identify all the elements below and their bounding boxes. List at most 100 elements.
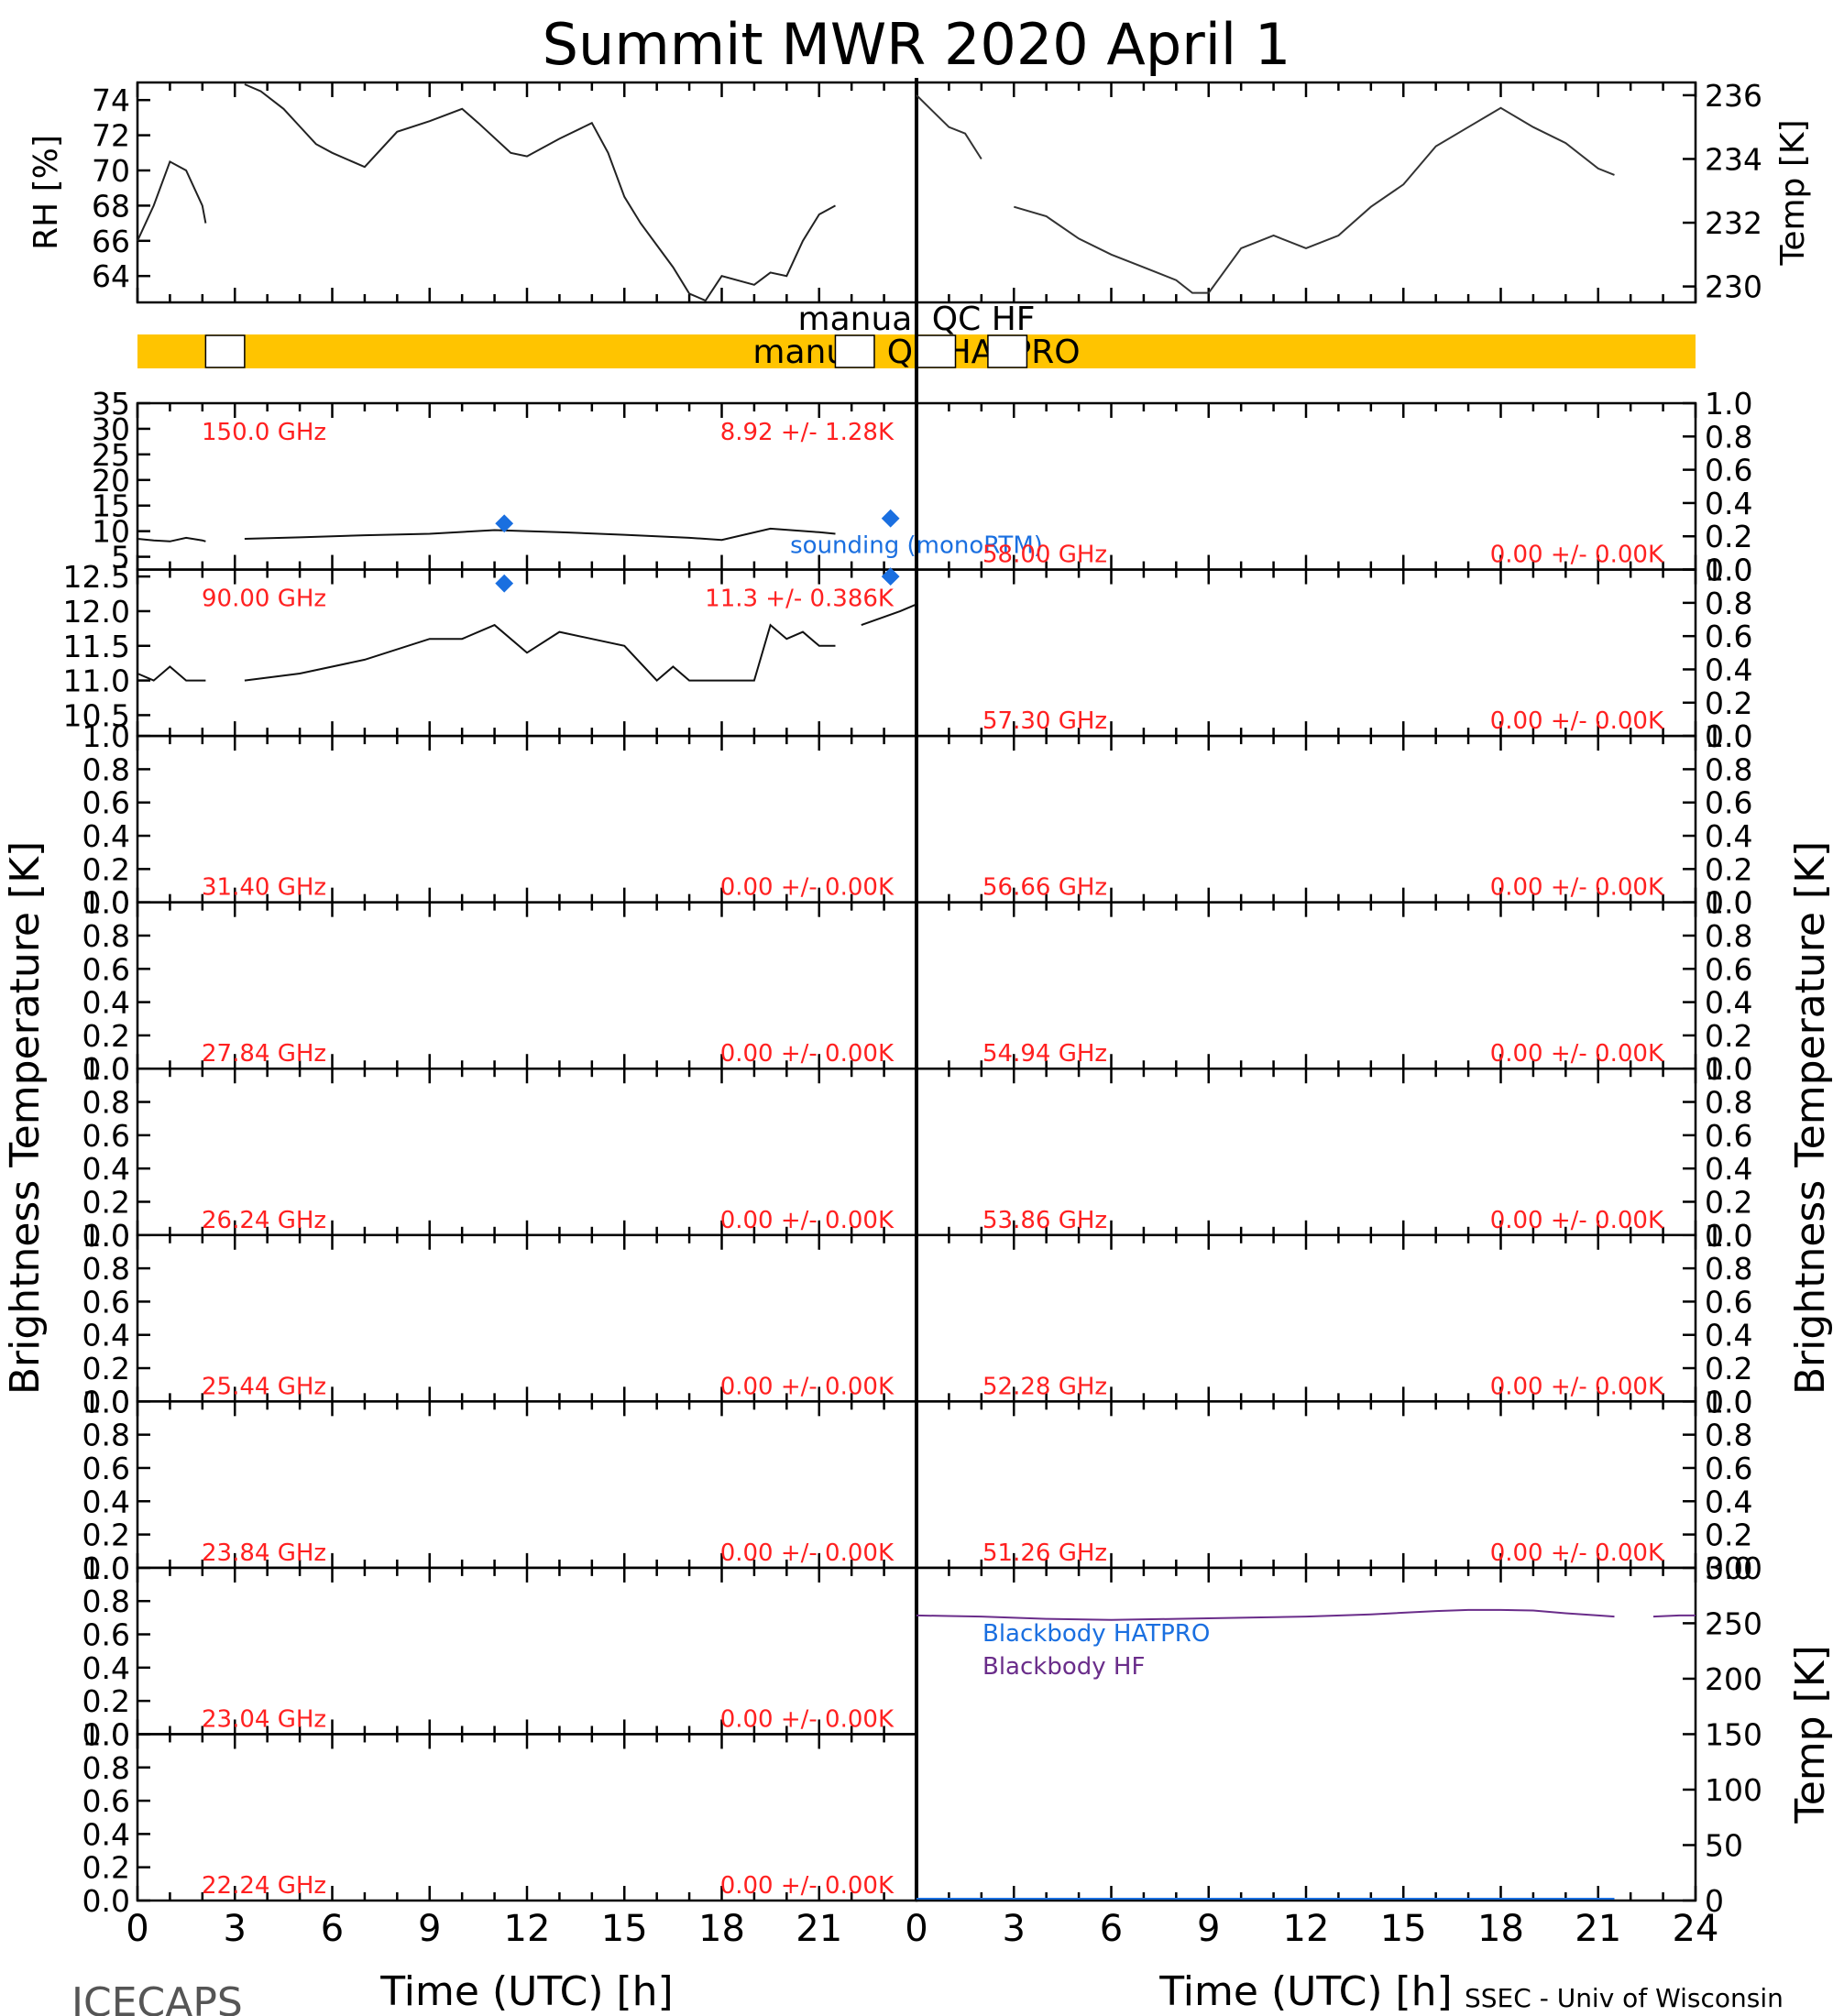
ch56-freq: 56.66 GHz <box>982 874 1107 902</box>
xtick-right-18: 18 <box>1477 1908 1524 1950</box>
ch23b-panel: 1.00.80.60.40.20.0 23.84 GHz 0.00 +/- 0.00… <box>82 1384 918 1586</box>
ch22-freq: 22.24 GHz <box>202 1872 326 1900</box>
ch27-ytick-label: 0.4 <box>82 985 130 1021</box>
ch90-series <box>137 603 917 682</box>
xtick-right-12: 12 <box>1283 1908 1330 1950</box>
temp-ytick-label: 236 <box>1705 78 1762 114</box>
ch27-ytick-label: 0.2 <box>82 1018 130 1054</box>
ch58-ytick-label: 0.0 <box>1705 553 1752 588</box>
ch54-ytick-label: 0.2 <box>1705 1018 1752 1054</box>
temp-ytick-label: 232 <box>1705 205 1762 241</box>
ch90-ytick-label: 10.5 <box>63 697 130 733</box>
blackbody-hf-legend: Blackbody HF <box>982 1653 1145 1681</box>
xtick-left-18: 18 <box>698 1908 745 1950</box>
ch22-panel: 1.00.80.60.40.20.0 22.24 GHz 0.00 +/- 0.00… <box>82 1716 918 1919</box>
ch150-ytick-label: 15 <box>92 488 130 524</box>
ch51-ytick-label: 0.2 <box>1705 1517 1752 1553</box>
ch53-ytick-label: 0.0 <box>1705 1218 1752 1254</box>
rh-ytick-label: 70 <box>92 153 130 189</box>
ch25-ytick-label: 0.0 <box>82 1384 130 1419</box>
ch57-stats: 0.00 +/- 0.00K <box>1490 707 1664 735</box>
ch31-ytick-label: 1.0 <box>82 718 130 754</box>
ch25-ytick-label: 0.6 <box>82 1284 130 1320</box>
blackbody-ytick-label: 0 <box>1705 1883 1724 1919</box>
xtick-right-3: 3 <box>1003 1908 1026 1950</box>
ch150-ytick-label: 25 <box>92 437 130 473</box>
ch53-ytick-label: 0.4 <box>1705 1151 1752 1187</box>
ch53-freq: 53.86 GHz <box>982 1207 1107 1234</box>
brightness-label-left: Brightness Temperature [K] <box>2 841 49 1395</box>
ch150-stats: 8.92 +/- 1.28K <box>720 419 895 446</box>
ch31-freq: 31.40 GHz <box>202 874 326 902</box>
ch53-ytick-label: 0.2 <box>1705 1184 1752 1220</box>
ch22-stats: 0.00 +/- 0.00K <box>720 1872 895 1900</box>
xtick-left-3: 3 <box>224 1908 247 1950</box>
ch23a-ytick-label: 0.4 <box>82 1650 130 1686</box>
ch27-freq: 27.84 GHz <box>202 1040 326 1068</box>
ch57-ytick-label: 0.0 <box>1705 718 1752 754</box>
ch52-panel: 1.00.80.60.40.20.052.28 GHz 0.00 +/- 0.00… <box>915 1218 1752 1419</box>
ch56-stats: 0.00 +/- 0.00K <box>1490 874 1664 902</box>
ch58-panel: 1.00.80.60.40.20.058.00 GHz 0.00 +/- 0.00… <box>915 386 1752 588</box>
ch23a-ytick-label: 1.0 <box>82 1550 130 1586</box>
ch23b-ytick-label: 0.8 <box>82 1418 130 1453</box>
ch26-ytick-label: 1.0 <box>82 1051 130 1087</box>
xtick-right-15: 15 <box>1380 1908 1427 1950</box>
ch27-ytick-label: 0.6 <box>82 951 130 987</box>
ch51-ytick-label: 0.4 <box>1705 1484 1752 1519</box>
ch23b-ytick-label: 1.0 <box>82 1384 130 1419</box>
ch25-stats: 0.00 +/- 0.00K <box>720 1373 895 1400</box>
ch22-ytick-label: 0.6 <box>82 1783 130 1819</box>
ch51-ytick-label: 0.8 <box>1705 1418 1752 1453</box>
rh-ytick-label: 68 <box>92 188 130 224</box>
blackbody-ylabel: Temp [K] <box>1787 1645 1833 1824</box>
ch52-ytick-label: 1.0 <box>1705 1218 1752 1254</box>
ch23b-ytick-label: 0.6 <box>82 1451 130 1486</box>
ch51-ytick-label: 1.0 <box>1705 1384 1752 1419</box>
xtick-left-15: 15 <box>601 1908 648 1950</box>
rh-ytick-label: 66 <box>92 224 130 259</box>
ch54-ytick-label: 0.6 <box>1705 951 1752 987</box>
ch25-ytick-label: 0.8 <box>82 1251 130 1287</box>
ch52-ytick-label: 0.0 <box>1705 1384 1752 1419</box>
ch31-ytick-label: 0.8 <box>82 751 130 787</box>
ch90-sounding-point <box>881 567 900 586</box>
ch150-ytick-label: 35 <box>92 386 130 422</box>
ch57-panel: 1.00.80.60.40.20.057.30 GHz 0.00 +/- 0.00… <box>915 553 1752 754</box>
ch26-ytick-label: 0.6 <box>82 1118 130 1154</box>
ch57-ytick-label: 1.0 <box>1705 553 1752 588</box>
blackbody-hf-series <box>916 1608 1696 1621</box>
blackbody-hatpro-legend: Blackbody HATPRO <box>982 1620 1210 1648</box>
ch58-freq: 58.00 GHz <box>982 542 1107 569</box>
ch150-sounding-point <box>495 514 514 533</box>
ch53-ytick-label: 0.6 <box>1705 1118 1752 1154</box>
ch58-ytick-label: 0.4 <box>1705 486 1752 521</box>
ch25-ytick-label: 0.4 <box>82 1318 130 1353</box>
ch58-ytick-label: 0.2 <box>1705 519 1752 554</box>
ch23a-ytick-label: 0.6 <box>82 1617 130 1653</box>
ch52-stats: 0.00 +/- 0.00K <box>1490 1373 1664 1400</box>
temp-series <box>916 94 1615 294</box>
ch54-freq: 54.94 GHz <box>982 1040 1107 1068</box>
ch150-ytick-label: 30 <box>92 411 130 447</box>
ch90-ytick-label: 12.5 <box>63 559 130 595</box>
ch23a-freq: 23.04 GHz <box>202 1705 326 1733</box>
ch26-ytick-label: 0.4 <box>82 1151 130 1187</box>
xtick-right-21: 21 <box>1575 1908 1621 1950</box>
ch54-ytick-label: 0.0 <box>1705 1051 1752 1087</box>
blackbody-panel: 300 250 200 150 100 50 0 Blackbody HATPRO Blackb… <box>915 1550 1833 1919</box>
ch53-panel: 1.00.80.60.40.20.053.86 GHz 0.00 +/- 0.00… <box>915 1051 1752 1254</box>
ch23a-ytick-label: 0.0 <box>82 1716 130 1752</box>
xtick-left-6: 6 <box>321 1908 344 1950</box>
ch51-freq: 51.26 GHz <box>982 1539 1107 1567</box>
ch27-ytick-label: 0.8 <box>82 918 130 954</box>
ch26-ytick-label: 0.8 <box>82 1085 130 1121</box>
rh-panel-frame <box>136 81 918 304</box>
xtick-left-9: 9 <box>418 1908 441 1950</box>
ch53-stats: 0.00 +/- 0.00K <box>1490 1207 1664 1234</box>
xtick-right-6: 6 <box>1100 1908 1123 1950</box>
ch90-ytick-label: 12.0 <box>63 594 130 630</box>
ch31-ytick-label: 0.2 <box>82 851 130 887</box>
